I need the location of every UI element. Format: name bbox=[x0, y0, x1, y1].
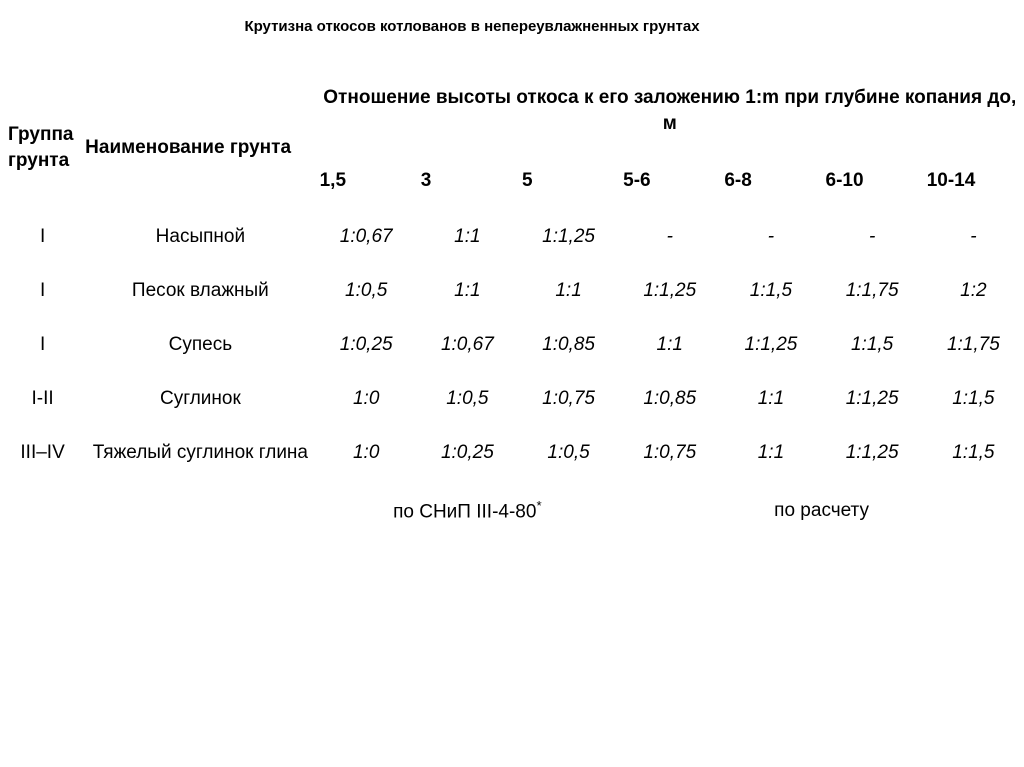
col-header-depth: 3 bbox=[417, 164, 518, 210]
cell-group: I bbox=[0, 210, 85, 264]
col-header-depth: 6-8 bbox=[720, 164, 821, 210]
col-header-ratio: Отношение высоты откоса к его заложению … bbox=[316, 85, 1024, 164]
cell-value: 1:0 bbox=[316, 372, 417, 426]
cell-value: 1:0,5 bbox=[518, 426, 619, 480]
cell-group: I bbox=[0, 264, 85, 318]
cell-value: 1:1 bbox=[417, 210, 518, 264]
table-row: I Супесь 1:0,25 1:0,67 1:0,85 1:1 1:1,25… bbox=[0, 318, 1024, 372]
cell-name: Супесь bbox=[85, 318, 315, 372]
footer-left-text: по СНиП III-4-80 bbox=[393, 502, 536, 523]
table-row: I Насыпной 1:0,67 1:1 1:1,25 - - - - bbox=[0, 210, 1024, 264]
cell-value: 1:0,75 bbox=[619, 426, 720, 480]
cell-value: - bbox=[619, 210, 720, 264]
cell-group: I bbox=[0, 318, 85, 372]
col-header-group: Группа грунта bbox=[0, 85, 85, 210]
cell-value: 1:1 bbox=[518, 264, 619, 318]
cell-value: 1:0,5 bbox=[316, 264, 417, 318]
cell-group: III–IV bbox=[0, 426, 85, 480]
cell-value: 1:0,25 bbox=[417, 426, 518, 480]
col-header-depth: 1,5 bbox=[316, 164, 417, 210]
col-header-name: Наименование грунта bbox=[85, 85, 315, 210]
table-row: III–IV Тяжелый суглинок глина 1:0 1:0,25… bbox=[0, 426, 1024, 480]
footer-row: по СНиП III-4-80* по расчету bbox=[0, 480, 1024, 523]
table-body: I Насыпной 1:0,67 1:1 1:1,25 - - - - I П… bbox=[0, 210, 1024, 523]
cell-value: - bbox=[822, 210, 923, 264]
cell-value: 1:0,67 bbox=[316, 210, 417, 264]
col-header-depth: 10-14 bbox=[923, 164, 1024, 210]
cell-value: 1:1,25 bbox=[822, 426, 923, 480]
cell-value: 1:2 bbox=[923, 264, 1024, 318]
cell-group: I-II bbox=[0, 372, 85, 426]
cell-value: 1:1,25 bbox=[619, 264, 720, 318]
cell-name: Насыпной bbox=[85, 210, 315, 264]
cell-value: 1:0,67 bbox=[417, 318, 518, 372]
cell-value: 1:1 bbox=[720, 426, 821, 480]
cell-value: 1:1,5 bbox=[923, 426, 1024, 480]
cell-value: 1:1,5 bbox=[822, 318, 923, 372]
cell-value: 1:1,25 bbox=[822, 372, 923, 426]
cell-value: 1:1,5 bbox=[923, 372, 1024, 426]
cell-value: - bbox=[923, 210, 1024, 264]
col-header-depth: 5-6 bbox=[619, 164, 720, 210]
col-header-depth: 6-10 bbox=[822, 164, 923, 210]
cell-value: 1:1,75 bbox=[822, 264, 923, 318]
cell-value: 1:0,25 bbox=[316, 318, 417, 372]
cell-value: 1:1,25 bbox=[518, 210, 619, 264]
table-row: I-II Суглинок 1:0 1:0,5 1:0,75 1:0,85 1:… bbox=[0, 372, 1024, 426]
cell-name: Суглинок bbox=[85, 372, 315, 426]
footer-left: по СНиП III-4-80* bbox=[316, 480, 620, 523]
cell-value: 1:0,5 bbox=[417, 372, 518, 426]
cell-value: 1:1 bbox=[417, 264, 518, 318]
cell-value: - bbox=[720, 210, 821, 264]
cell-value: 1:0,75 bbox=[518, 372, 619, 426]
cell-value: 1:1,5 bbox=[720, 264, 821, 318]
col-header-depth: 5 bbox=[518, 164, 619, 210]
cell-value: 1:1,25 bbox=[720, 318, 821, 372]
cell-value: 1:1 bbox=[720, 372, 821, 426]
cell-value: 1:1,75 bbox=[923, 318, 1024, 372]
table-row: I Песок влажный 1:0,5 1:1 1:1 1:1,25 1:1… bbox=[0, 264, 1024, 318]
cell-name: Тяжелый суглинок глина bbox=[85, 426, 315, 480]
cell-value: 1:0,85 bbox=[619, 372, 720, 426]
cell-value: 1:1 bbox=[619, 318, 720, 372]
footer-right: по расчету bbox=[619, 480, 1024, 523]
cell-name: Песок влажный bbox=[85, 264, 315, 318]
page-title: Крутизна откосов котлованов в непереувла… bbox=[0, 0, 1024, 85]
cell-value: 1:0,85 bbox=[518, 318, 619, 372]
cell-value: 1:0 bbox=[316, 426, 417, 480]
footer-left-sup: * bbox=[536, 498, 541, 513]
slope-table: Группа грунта Наименование грунта Отноше… bbox=[0, 85, 1024, 524]
